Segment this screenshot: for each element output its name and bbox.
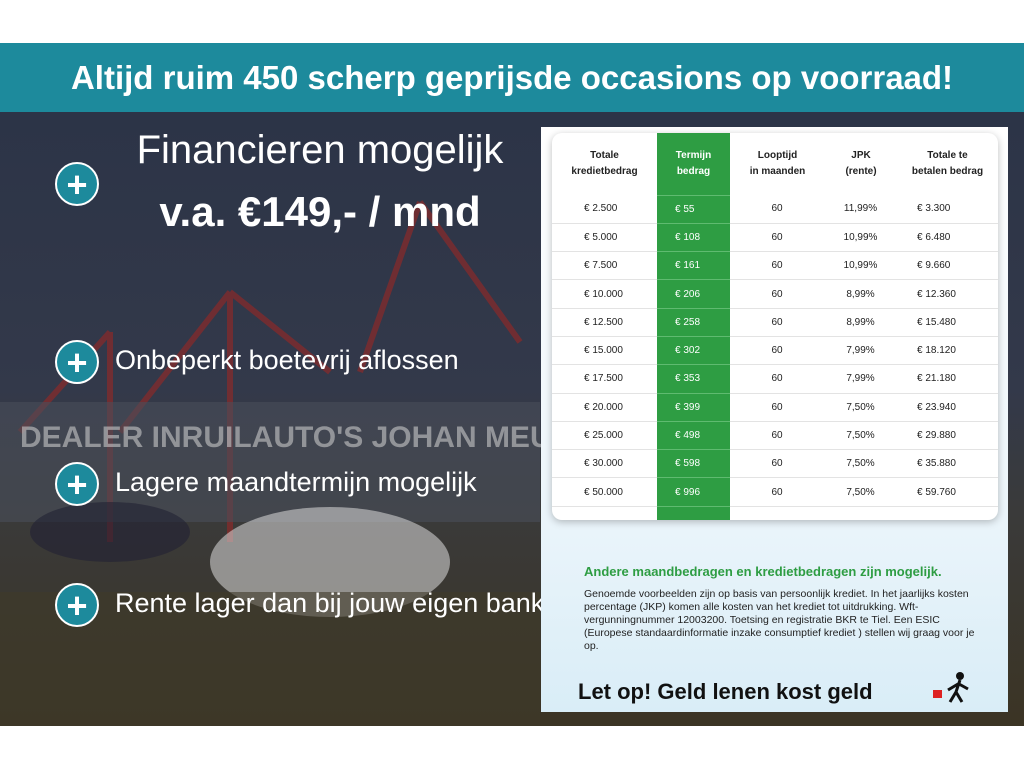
table-cell: € 25.000 [552, 421, 657, 451]
table-cell: € 9.660 [897, 251, 998, 281]
table-cell: 60 [730, 477, 825, 507]
bullet-text: Rente lager dan bij jouw eigen bank [115, 588, 545, 618]
table-row: € 50.000 € 996 60 7,50% € 59.760 [552, 477, 998, 507]
table-row: € 12.500 € 258 60 8,99% € 15.480 [552, 308, 998, 337]
table-cell: € 30.000 [552, 449, 657, 479]
table-row: € 7.500 € 161 60 10,99% € 9.660 [552, 251, 998, 281]
table-row: € 30.000 € 598 60 7,50% € 35.880 [552, 449, 998, 479]
bullet-text: Lagere maandtermijn mogelijk [115, 467, 477, 497]
table-row: € 20.000 € 399 60 7,50% € 23.940 [552, 393, 998, 422]
table-cell: 7,99% [825, 336, 897, 366]
table-cell: € 7.500 [552, 251, 657, 281]
warning-icon [933, 672, 969, 703]
rate-table: Totale kredietbedrag Termijn bedrag Loopti… [552, 133, 998, 507]
banner: Altijd ruim 450 scherp geprijsde occasio… [0, 43, 1024, 113]
table-cell: € 2.500 [552, 195, 657, 224]
table-row: € 25.000 € 498 60 7,50% € 29.880 [552, 421, 998, 451]
table-cell: € 35.880 [897, 449, 998, 479]
column-header: Totale kredietbedrag [571, 150, 638, 177]
table-cell: € 108 [657, 223, 730, 253]
table-cell: € 302 [657, 336, 730, 366]
table-cell: 60 [730, 421, 825, 451]
table-cell: € 161 [657, 251, 730, 281]
table-row: € 10.000 € 206 60 8,99% € 12.360 [552, 279, 998, 309]
warning: Let op! Geld lenen kost geld [578, 679, 873, 704]
table-cell: 60 [730, 195, 825, 224]
table-row: € 5.000 € 108 60 10,99% € 6.480 [552, 223, 998, 253]
table-cell: 10,99% [825, 251, 897, 281]
table-cell: € 258 [657, 308, 730, 337]
table-cell: € 12.360 [897, 279, 998, 309]
column-header: Termijn bedrag [657, 133, 730, 196]
table-cell: 60 [730, 279, 825, 309]
table-cell: 7,50% [825, 421, 897, 451]
table-cell: € 10.000 [552, 279, 657, 309]
table-cell: € 59.760 [897, 477, 998, 507]
table-cell: € 50.000 [552, 477, 657, 507]
table-cell: 7,50% [825, 449, 897, 479]
table-cell: € 6.480 [897, 223, 998, 253]
table-row: € 2.500 € 55 60 11,99% € 3.300 [552, 195, 998, 224]
plus-icon: + [55, 162, 99, 206]
table-cell: 8,99% [825, 279, 897, 309]
column-header: Looptijd in maanden [749, 150, 806, 177]
table-cell: 11,99% [825, 195, 897, 224]
table-cell: € 18.120 [897, 336, 998, 366]
table-cell: 60 [730, 251, 825, 281]
table-cell: € 20.000 [552, 393, 657, 422]
table-cell: 60 [730, 336, 825, 366]
table-cell: 60 [730, 364, 825, 394]
plus-icon: + [55, 462, 99, 506]
plus-icon: + [55, 583, 99, 627]
table-cell: € 21.180 [897, 364, 998, 394]
table-cell: € 29.880 [897, 421, 998, 451]
svg-text:DEALER INRUILAUTO'S JOHAN MEUR: DEALER INRUILAUTO'S JOHAN MEURE [20, 421, 593, 454]
table-cell: 60 [730, 449, 825, 479]
headline-line2: v.a. €149,- / mnd [159, 188, 481, 235]
table-cell: 60 [730, 223, 825, 253]
table-cell: 8,99% [825, 308, 897, 337]
table-cell: € 399 [657, 393, 730, 422]
table-cell: 60 [730, 393, 825, 422]
table-cell: 60 [730, 308, 825, 337]
photo-shapes: DEALER INRUILAUTO'S JOHAN MEURE [0, 200, 593, 726]
headline-line1: Financieren mogelijk [136, 128, 504, 172]
table-cell: € 498 [657, 421, 730, 451]
table-cell: € 598 [657, 449, 730, 479]
table-cell: € 15.480 [897, 308, 998, 337]
table-cell: € 5.000 [552, 223, 657, 253]
bullet-text: Onbeperkt boetevrij aflossen [115, 345, 459, 375]
table-cell: € 23.940 [897, 393, 998, 422]
table-cell: € 3.300 [897, 195, 998, 224]
table-row: € 17.500 € 353 60 7,99% € 21.180 [552, 364, 998, 394]
table-cell: € 17.500 [552, 364, 657, 394]
table-row: € 15.000 € 302 60 7,99% € 18.120 [552, 336, 998, 366]
table-cell: 10,99% [825, 223, 897, 253]
table-cell: € 206 [657, 279, 730, 309]
header-row: Totale kredietbedrag Termijn bedrag Loopti… [552, 133, 998, 196]
table-cell: 7,50% [825, 393, 897, 422]
rate-table-card: Totale kredietbedrag Termijn bedrag Loopti… [552, 133, 998, 520]
table-cell: € 55 [657, 195, 730, 224]
note-text: Genoemde voorbeelden zijn op basis van p… [584, 588, 975, 652]
table-cell: € 353 [657, 364, 730, 394]
note-title: Andere maandbedragen en kredietbedragen … [584, 564, 942, 579]
table-cell: 7,50% [825, 477, 897, 507]
column-header: JPK (rente) [845, 150, 877, 177]
plus-icon: + [55, 340, 99, 384]
column-header: Totale te betalen bedrag [911, 150, 984, 177]
table-cell: 7,99% [825, 364, 897, 394]
table-cell: € 996 [657, 477, 730, 507]
table-cell: € 15.000 [552, 336, 657, 366]
table-cell: € 12.500 [552, 308, 657, 337]
